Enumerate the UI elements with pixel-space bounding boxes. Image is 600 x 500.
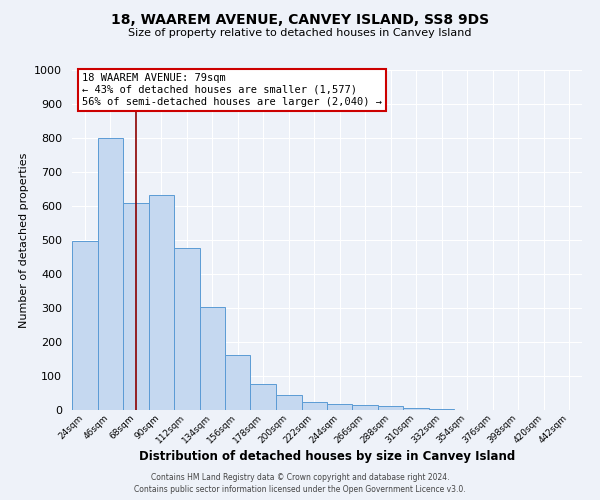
Y-axis label: Number of detached properties: Number of detached properties bbox=[19, 152, 29, 328]
Bar bbox=[72, 240, 97, 410]
Bar bbox=[97, 138, 123, 410]
Bar bbox=[403, 408, 429, 410]
Bar bbox=[123, 202, 149, 410]
Bar bbox=[251, 384, 276, 410]
Bar bbox=[225, 355, 251, 410]
Text: 18 WAAREM AVENUE: 79sqm
← 43% of detached houses are smaller (1,577)
56% of semi: 18 WAAREM AVENUE: 79sqm ← 43% of detache… bbox=[82, 74, 382, 106]
Bar bbox=[378, 406, 403, 410]
Bar bbox=[352, 404, 378, 410]
Text: Contains public sector information licensed under the Open Government Licence v3: Contains public sector information licen… bbox=[134, 485, 466, 494]
Bar bbox=[199, 307, 225, 410]
Text: 18, WAAREM AVENUE, CANVEY ISLAND, SS8 9DS: 18, WAAREM AVENUE, CANVEY ISLAND, SS8 9D… bbox=[111, 12, 489, 26]
Text: Contains HM Land Registry data © Crown copyright and database right 2024.: Contains HM Land Registry data © Crown c… bbox=[151, 472, 449, 482]
Bar bbox=[327, 404, 352, 410]
Bar bbox=[149, 195, 174, 410]
X-axis label: Distribution of detached houses by size in Canvey Island: Distribution of detached houses by size … bbox=[139, 450, 515, 464]
Bar bbox=[174, 248, 199, 410]
Text: Size of property relative to detached houses in Canvey Island: Size of property relative to detached ho… bbox=[128, 28, 472, 38]
Bar bbox=[276, 394, 302, 410]
Bar bbox=[302, 402, 327, 410]
